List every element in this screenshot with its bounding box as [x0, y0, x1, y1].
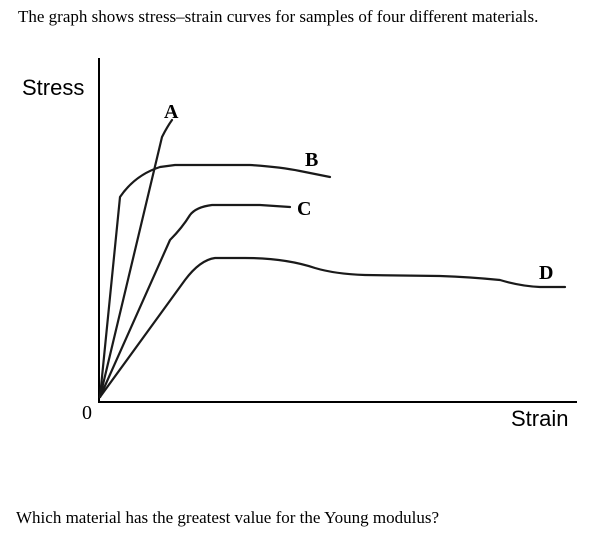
- curve-label-d: D: [539, 262, 553, 284]
- curve-label-c: C: [297, 198, 311, 220]
- question-text: Which material has the greatest value fo…: [16, 508, 439, 527]
- curve-a: [98, 118, 174, 399]
- curve-label-a: A: [164, 101, 179, 123]
- origin-label: 0: [82, 402, 92, 424]
- intro-text: The graph shows stress–strain curves for…: [18, 7, 539, 26]
- stress-strain-graph: Stress Strain 0 A B C D: [22, 58, 577, 431]
- x-axis-label: Strain: [511, 406, 568, 431]
- y-axis-label: Stress: [22, 75, 84, 100]
- curve-b: [98, 163, 332, 399]
- curve-label-b: B: [305, 149, 318, 171]
- curve-d: [98, 256, 567, 399]
- curve-c: [98, 203, 292, 399]
